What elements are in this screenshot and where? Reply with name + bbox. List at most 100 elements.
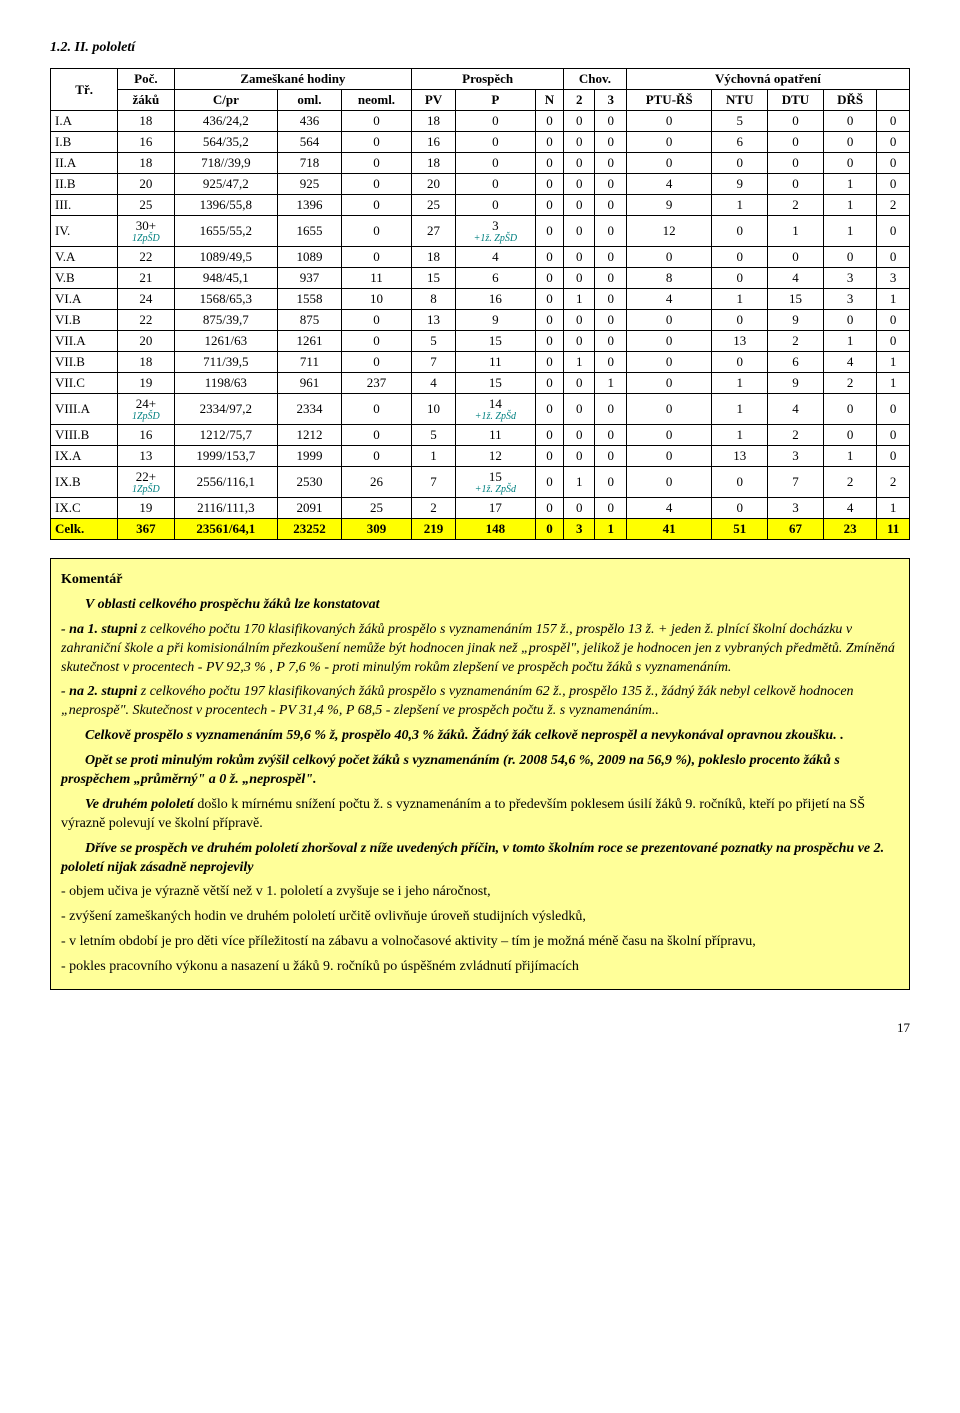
table-cell: 1 <box>877 498 910 519</box>
table-cell: 3 <box>768 446 824 467</box>
table-cell: 0 <box>768 174 824 195</box>
table-cell: 0 <box>877 111 910 132</box>
table-cell: 3 <box>564 519 595 540</box>
table-cell: 0 <box>341 132 412 153</box>
table-cell: 27 <box>412 216 456 247</box>
table-cell: 0 <box>626 132 712 153</box>
table-cell: 0 <box>455 111 535 132</box>
table-cell: 0 <box>595 268 626 289</box>
table-cell: VI.A <box>51 289 118 310</box>
table-cell: 2 <box>823 467 877 498</box>
table-cell: 20 <box>412 174 456 195</box>
table-cell: 5 <box>412 425 456 446</box>
table-cell: 0 <box>535 446 563 467</box>
table-cell: 0 <box>626 446 712 467</box>
table-cell: IX.C <box>51 498 118 519</box>
table-cell: 0 <box>341 446 412 467</box>
table-cell: 0 <box>877 153 910 174</box>
table-cell: 19 <box>118 498 174 519</box>
table-cell: 23561/64,1 <box>174 519 278 540</box>
table-cell: 0 <box>455 153 535 174</box>
table-cell: 30+1ZpŠD <box>118 216 174 247</box>
table-cell: 25 <box>341 498 412 519</box>
table-cell: 0 <box>535 247 563 268</box>
th-pv: PV <box>412 90 456 111</box>
table-cell: 16 <box>455 289 535 310</box>
table-cell: 0 <box>341 352 412 373</box>
th-cpr: C/pr <box>174 90 278 111</box>
table-cell: 0 <box>564 111 595 132</box>
table-cell: 18 <box>118 111 174 132</box>
table-cell: I.A <box>51 111 118 132</box>
table-cell: 18 <box>412 111 456 132</box>
table-cell: 0 <box>535 467 563 498</box>
table-cell: I.B <box>51 132 118 153</box>
table-cell: 1261/63 <box>174 331 278 352</box>
table-cell: 6 <box>712 132 768 153</box>
table-cell: 18 <box>412 247 456 268</box>
table-cell: 11 <box>877 519 910 540</box>
table-cell: 0 <box>823 310 877 331</box>
table-cell: 0 <box>535 153 563 174</box>
table-cell: 0 <box>877 132 910 153</box>
table-cell: 937 <box>278 268 341 289</box>
table-cell: 1 <box>877 352 910 373</box>
table-cell: 0 <box>535 519 563 540</box>
table-cell: 0 <box>626 247 712 268</box>
table-cell: 0 <box>595 498 626 519</box>
table-cell: 0 <box>626 425 712 446</box>
table-cell: 1 <box>712 394 768 425</box>
table-cell: 16 <box>412 132 456 153</box>
table-cell: 0 <box>535 498 563 519</box>
table-row: VI.B22875/39,7875013900000900 <box>51 310 910 331</box>
table-cell: 15+1ž. ZpŠd <box>455 467 535 498</box>
commentary-l1: V oblasti celkového prospěchu žáků lze k… <box>85 597 380 612</box>
table-cell: 875 <box>278 310 341 331</box>
table-cell: 2091 <box>278 498 341 519</box>
table-cell: 0 <box>595 467 626 498</box>
th-vych: Výchovná opatření <box>626 69 909 90</box>
table-cell: 1 <box>712 425 768 446</box>
th-blank <box>877 90 910 111</box>
table-row: VII.B18711/39,5711071101000641 <box>51 352 910 373</box>
table-cell: 0 <box>626 153 712 174</box>
table-cell: 24+1ZpŠD <box>118 394 174 425</box>
table-cell: 1212 <box>278 425 341 446</box>
table-cell: 925/47,2 <box>174 174 278 195</box>
table-cell: 1396 <box>278 195 341 216</box>
table-cell: 0 <box>595 352 626 373</box>
table-cell: 14+1ž. ZpŠd <box>455 394 535 425</box>
table-cell: Celk. <box>51 519 118 540</box>
table-row: VII.A201261/6312610515000013210 <box>51 331 910 352</box>
table-cell: 1 <box>412 446 456 467</box>
table-cell: 0 <box>341 247 412 268</box>
table-cell: 0 <box>877 174 910 195</box>
table-cell: 12 <box>455 446 535 467</box>
table-cell: 0 <box>823 247 877 268</box>
th-neoml: neoml. <box>341 90 412 111</box>
commentary-l8: - objem učiva je výrazně větší než v 1. … <box>61 883 899 902</box>
table-cell: V.A <box>51 247 118 268</box>
th-prospech: Prospěch <box>412 69 564 90</box>
table-cell: 0 <box>535 289 563 310</box>
table-cell: 10 <box>412 394 456 425</box>
table-cell: 564/35,2 <box>174 132 278 153</box>
table-cell: 1 <box>823 446 877 467</box>
table-cell: 367 <box>118 519 174 540</box>
table-cell: 2334/97,2 <box>174 394 278 425</box>
table-cell: VII.A <box>51 331 118 352</box>
table-cell: 21 <box>118 268 174 289</box>
table-cell: 875/39,7 <box>174 310 278 331</box>
table-cell: 4 <box>626 498 712 519</box>
table-cell: 4 <box>823 352 877 373</box>
table-cell: 0 <box>535 425 563 446</box>
table-cell: 0 <box>535 174 563 195</box>
table-cell: 7 <box>768 467 824 498</box>
table-cell: IX.B <box>51 467 118 498</box>
table-cell: 8 <box>412 289 456 310</box>
table-cell: 4 <box>823 498 877 519</box>
commentary-l5: Opět se proti minulým rokům zvýšil celko… <box>61 753 840 787</box>
table-cell: 9 <box>768 310 824 331</box>
table-cell: 0 <box>564 310 595 331</box>
commentary-l6: Ve druhém pololetí <box>85 797 194 812</box>
